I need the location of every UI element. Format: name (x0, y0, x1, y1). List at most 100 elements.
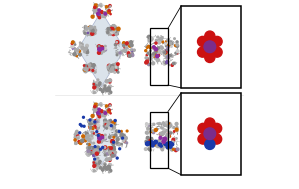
Circle shape (93, 92, 94, 94)
Circle shape (88, 26, 90, 28)
Circle shape (112, 29, 113, 31)
Circle shape (103, 13, 106, 16)
Circle shape (113, 136, 115, 138)
Circle shape (93, 8, 95, 10)
Circle shape (106, 153, 108, 155)
Circle shape (110, 14, 111, 15)
Circle shape (98, 48, 101, 51)
Circle shape (110, 148, 112, 150)
Circle shape (147, 52, 149, 54)
Circle shape (122, 135, 125, 138)
Circle shape (92, 30, 95, 33)
Circle shape (97, 113, 100, 116)
Circle shape (111, 26, 114, 29)
Circle shape (123, 49, 126, 52)
Circle shape (89, 147, 92, 149)
Circle shape (97, 84, 98, 85)
Circle shape (107, 87, 111, 90)
Circle shape (98, 47, 101, 50)
Circle shape (160, 39, 162, 40)
Circle shape (114, 121, 115, 123)
Circle shape (167, 125, 168, 127)
Circle shape (101, 89, 102, 90)
Circle shape (76, 130, 78, 132)
Circle shape (152, 55, 154, 57)
Circle shape (162, 122, 165, 125)
Circle shape (98, 137, 101, 140)
Circle shape (93, 86, 96, 89)
Circle shape (103, 148, 106, 150)
Circle shape (106, 168, 108, 170)
Circle shape (113, 125, 115, 128)
Circle shape (117, 33, 118, 35)
Circle shape (104, 111, 106, 113)
Circle shape (93, 150, 95, 152)
Circle shape (124, 49, 126, 52)
Circle shape (80, 42, 81, 43)
Circle shape (92, 68, 94, 70)
Circle shape (84, 68, 85, 69)
Circle shape (108, 10, 110, 12)
Circle shape (89, 33, 92, 36)
Circle shape (87, 143, 88, 145)
Circle shape (96, 86, 99, 89)
Circle shape (115, 43, 117, 46)
Circle shape (107, 80, 108, 81)
Circle shape (105, 158, 108, 161)
Circle shape (76, 135, 79, 137)
Circle shape (165, 62, 167, 64)
Circle shape (109, 157, 112, 160)
Circle shape (93, 150, 95, 153)
Polygon shape (78, 11, 125, 87)
Circle shape (100, 140, 101, 142)
Circle shape (105, 123, 107, 126)
Circle shape (100, 51, 103, 54)
Circle shape (89, 149, 91, 152)
Circle shape (98, 48, 100, 50)
Circle shape (164, 144, 167, 147)
Circle shape (91, 126, 92, 127)
Circle shape (158, 50, 161, 53)
Circle shape (112, 67, 114, 69)
Circle shape (158, 122, 161, 125)
Circle shape (109, 34, 110, 35)
Circle shape (86, 135, 89, 137)
Circle shape (86, 137, 88, 139)
Circle shape (171, 46, 172, 47)
Circle shape (100, 46, 103, 49)
Circle shape (93, 169, 94, 170)
Circle shape (90, 125, 92, 128)
Circle shape (109, 169, 112, 172)
Circle shape (98, 109, 100, 111)
Circle shape (111, 148, 112, 149)
Circle shape (84, 48, 86, 51)
Circle shape (152, 130, 154, 132)
Circle shape (113, 26, 115, 28)
Circle shape (147, 47, 148, 48)
Circle shape (91, 29, 94, 32)
Circle shape (77, 136, 80, 139)
Circle shape (161, 47, 163, 49)
Circle shape (105, 127, 107, 129)
Circle shape (93, 162, 94, 163)
Circle shape (166, 41, 167, 42)
Circle shape (106, 147, 107, 148)
Circle shape (115, 32, 118, 35)
Circle shape (97, 125, 100, 127)
Circle shape (112, 124, 113, 125)
Circle shape (153, 143, 155, 145)
Circle shape (148, 40, 151, 42)
Circle shape (86, 49, 88, 51)
Circle shape (88, 139, 91, 142)
Circle shape (94, 122, 96, 124)
Circle shape (109, 136, 111, 138)
Circle shape (98, 136, 101, 139)
Circle shape (92, 125, 94, 127)
Circle shape (89, 125, 90, 127)
Circle shape (108, 109, 110, 111)
Circle shape (90, 64, 93, 68)
Circle shape (99, 88, 102, 91)
Circle shape (158, 47, 159, 48)
Circle shape (156, 129, 158, 130)
Circle shape (117, 71, 119, 73)
